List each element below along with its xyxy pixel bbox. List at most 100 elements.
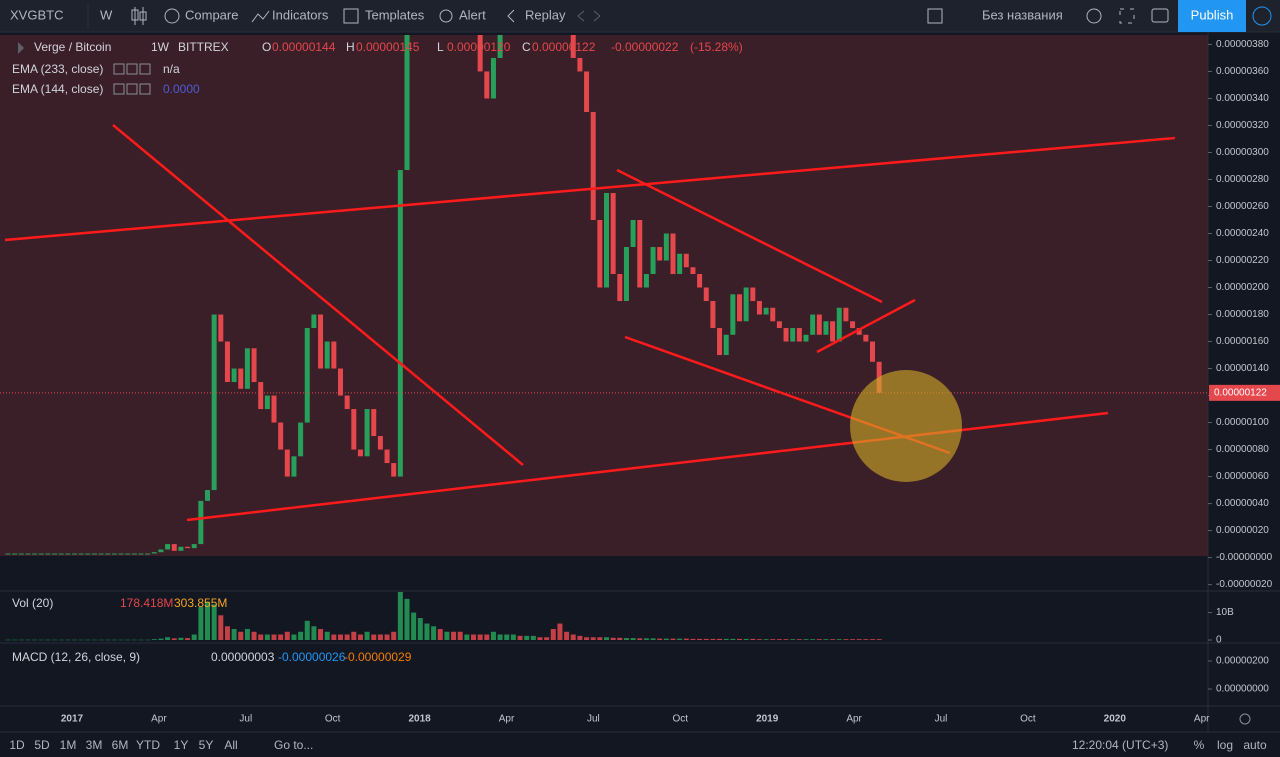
y-tick-label: 0.00000060 (1216, 471, 1269, 482)
indicator-name[interactable]: MACD (12, 26, close, 9) (12, 650, 140, 664)
candle-type-icon[interactable] (131, 7, 147, 25)
candle-body (244, 348, 250, 389)
interval[interactable]: W (100, 7, 113, 22)
axis-settings[interactable] (1239, 713, 1251, 725)
range-button[interactable]: 1M (60, 738, 77, 752)
range-button[interactable]: 5Y (199, 738, 214, 752)
range-button[interactable]: YTD (136, 738, 160, 752)
volume-bar (590, 637, 596, 640)
y-tick-label: 0.00000380 (1216, 39, 1269, 50)
candle-body (198, 500, 204, 545)
volume-bar (364, 631, 370, 640)
play-icon[interactable] (1252, 6, 1272, 26)
legend-exchange: BITTREX (178, 40, 229, 54)
indicator-name[interactable]: Vol (20) (12, 596, 53, 610)
candle-body (850, 321, 856, 329)
y-tick-label: 0.00000340 (1216, 93, 1269, 104)
volume-bar (564, 631, 570, 640)
indicator-value: 178.418M (120, 596, 173, 610)
fullscreen-icon[interactable] (927, 8, 943, 24)
indicator-name[interactable]: EMA (144, close) (12, 82, 103, 96)
y-tick-label: 0.00000180 (1216, 309, 1269, 320)
candle-body (331, 341, 337, 369)
range-button[interactable]: 5D (34, 738, 50, 752)
candle-body (490, 57, 496, 99)
volume-bar (597, 637, 603, 640)
indicator-value: 0.00000003 (211, 650, 275, 664)
volume-bar (643, 638, 649, 640)
y-tick-label: 0.00000000 (1216, 684, 1269, 695)
candle-body (278, 422, 284, 450)
candle-body (617, 274, 623, 302)
volume-bar (32, 639, 38, 641)
toolbar-button[interactable]: Indicators (272, 7, 329, 22)
candle-body (185, 546, 191, 549)
replay-icon[interactable] (507, 9, 515, 23)
range-button[interactable]: 3M (86, 738, 103, 752)
symbol[interactable]: XVGBTC (10, 7, 63, 22)
volume-bar (750, 638, 756, 640)
candle-body (151, 552, 157, 554)
y-tick-label: 0.00000100 (1216, 417, 1269, 428)
range-button[interactable]: 1D (9, 738, 25, 752)
volume-bar (763, 639, 769, 640)
layout-name[interactable]: Без названия (982, 7, 1063, 22)
toolbar (0, 0, 1280, 32)
volume-bar (836, 639, 842, 640)
range-button[interactable]: 6M (112, 738, 129, 752)
expand-icon[interactable] (1119, 8, 1135, 24)
volume-bar (185, 638, 191, 640)
candle-body (158, 549, 164, 553)
ohlc-name: O (262, 40, 271, 54)
publish-label[interactable]: Publish (1191, 7, 1234, 22)
candle-body (577, 57, 583, 72)
toolbar-button[interactable]: Replay (525, 7, 566, 22)
candle-body (570, 35, 576, 58)
goto[interactable]: Go to... (274, 738, 313, 752)
volume-bar (683, 638, 689, 640)
y-tick-label: 0.00000080 (1216, 444, 1269, 455)
volume-bar (703, 638, 709, 640)
indicators-icon[interactable] (251, 10, 270, 23)
publish-button[interactable] (1178, 0, 1246, 32)
volume-bar (677, 638, 683, 640)
scale-option[interactable]: % (1194, 738, 1205, 752)
volume-bar (218, 615, 224, 640)
snapshot-icon[interactable] (1151, 8, 1169, 23)
volume-bar (331, 634, 337, 640)
volume-bar (205, 601, 210, 640)
candle-body (258, 382, 264, 410)
ohlc-value: 0.00000120 (447, 40, 511, 54)
candle-body (291, 456, 297, 477)
x-tick-label: Apr (846, 714, 862, 725)
settings-icon[interactable] (1086, 8, 1102, 24)
templates-icon[interactable] (343, 8, 359, 24)
x-tick-label: Jul (239, 714, 252, 725)
ohlc-value: 0.00000145 (356, 40, 420, 54)
candle-body (597, 220, 603, 288)
volume-bar (278, 634, 284, 640)
candle-body (38, 553, 44, 555)
candle-body (251, 348, 257, 383)
candle-body (763, 307, 769, 315)
compare-icon[interactable] (164, 8, 180, 24)
volume-bar (45, 639, 51, 641)
x-tick-label: Apr (1194, 714, 1210, 725)
scale-option[interactable]: log (1217, 738, 1233, 752)
toolbar-button[interactable]: Compare (185, 7, 238, 22)
candle-body (783, 328, 789, 342)
toolbar-button[interactable]: Templates (365, 7, 425, 22)
candle-body (643, 274, 649, 288)
alert-icon[interactable] (439, 9, 453, 23)
candle-body (338, 368, 343, 396)
range-button[interactable]: 1Y (174, 738, 189, 752)
indicator-name[interactable]: EMA (233, close) (12, 62, 103, 76)
range-button[interactable]: All (224, 738, 237, 752)
scale-option[interactable]: auto (1243, 738, 1267, 752)
toolbar-button[interactable]: Alert (459, 7, 486, 22)
candle-body (311, 314, 317, 329)
volume-bar (756, 639, 762, 640)
undo-redo[interactable] (577, 10, 601, 22)
y-tick-label: 0 (1216, 635, 1222, 646)
y-tick-label: 0.00000260 (1216, 201, 1269, 212)
